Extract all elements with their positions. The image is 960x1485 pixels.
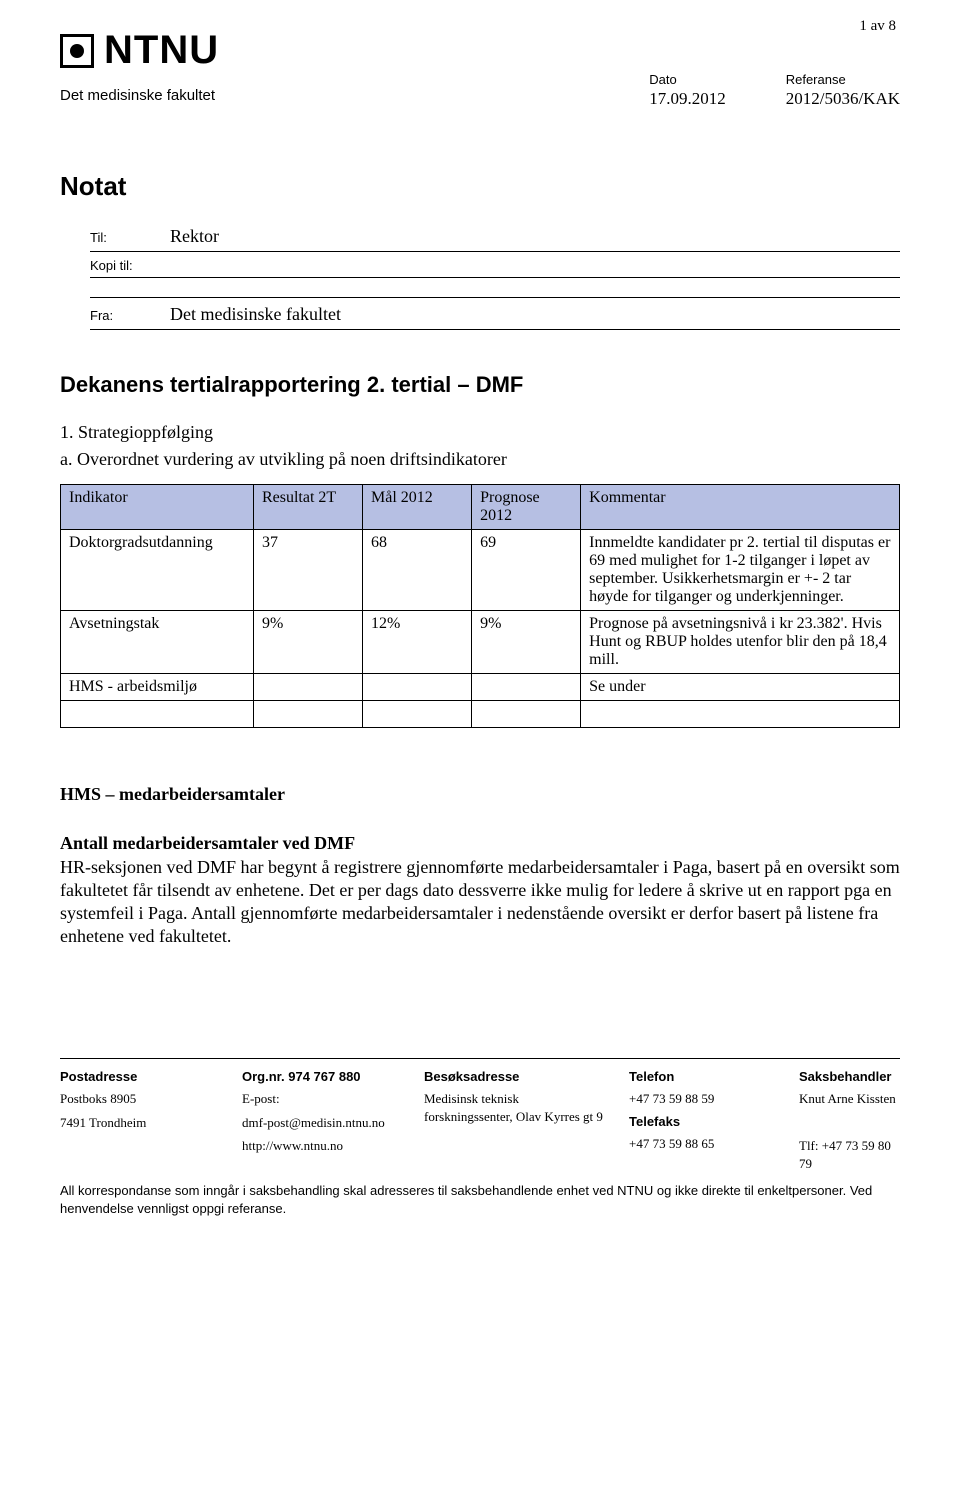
meta-spacer <box>90 278 900 298</box>
footer-line <box>799 1114 900 1132</box>
faculty-name: Det medisinske fakultet <box>60 87 219 104</box>
til-label: Til: <box>90 230 170 245</box>
footer-note: All korrespondanse som inngår i saksbeha… <box>60 1182 900 1217</box>
antall-heading: Antall medarbeidersamtaler ved DMF <box>60 833 900 854</box>
footer-line: Medisinsk teknisk forskningssenter, Olav… <box>424 1090 609 1125</box>
footer-head: Besøksadresse <box>424 1069 609 1084</box>
footer-head: Saksbehandler <box>799 1069 900 1084</box>
table-cell: HMS - arbeidsmiljø <box>61 674 254 701</box>
date-label: Dato <box>649 72 726 87</box>
fra-value: Det medisinske fakultet <box>170 304 341 325</box>
table-header-cell: Kommentar <box>581 485 900 530</box>
table-header-row: IndikatorResultat 2TMål 2012Prognose 201… <box>61 485 900 530</box>
table-cell: Avsetningstak <box>61 611 254 674</box>
ref-label: Referanse <box>786 72 900 87</box>
page-number: 1 av 8 <box>859 18 896 35</box>
table-cell <box>253 701 362 728</box>
notat-heading: Notat <box>60 171 900 202</box>
table-cell: Prognose på avsetningsnivå i kr 23.382'.… <box>581 611 900 674</box>
footer-head-2: Telefaks <box>629 1114 779 1129</box>
page: 1 av 8 NTNU Det medisinske fakultet Dato… <box>0 0 960 1237</box>
table-cell <box>61 701 254 728</box>
footer-line: dmf-post@medisin.ntnu.no <box>242 1114 404 1132</box>
table-cell: Innmeldte kandidater pr 2. tertial til d… <box>581 530 900 611</box>
section-1a-heading: a. Overordnet vurdering av utvikling på … <box>60 449 900 470</box>
table-cell: 68 <box>363 530 472 611</box>
table-header-cell: Prognose 2012 <box>472 485 581 530</box>
table-cell: Doktorgradsutdanning <box>61 530 254 611</box>
table-cell: 37 <box>253 530 362 611</box>
footer-head: Telefon <box>629 1069 779 1084</box>
meta-rows: Til: Rektor Kopi til: <box>90 220 900 278</box>
section-1-heading: 1. Strategioppfølging <box>60 422 900 443</box>
footer-head: Postadresse <box>60 1069 222 1084</box>
document-title: Dekanens tertialrapportering 2. tertial … <box>60 372 900 398</box>
table-cell <box>472 701 581 728</box>
footer-col-org: Org.nr. 974 767 880 E-post: dmf-post@med… <box>242 1069 404 1172</box>
meta-row-kopi: Kopi til: <box>90 252 900 278</box>
footer-col-telefon: Telefon +47 73 59 88 59 Telefaks +47 73 … <box>629 1069 779 1172</box>
footer-columns: Postadresse Postboks 8905 7491 Trondheim… <box>60 1069 900 1172</box>
date-ref-block: Dato 17.09.2012 Referanse 2012/5036/KAK <box>649 72 900 109</box>
footer-line: +47 73 59 88 59 <box>629 1090 779 1108</box>
footer-col-besok: Besøksadresse Medisinsk teknisk forsknin… <box>424 1069 609 1172</box>
logo: NTNU <box>60 28 219 73</box>
table-row: Avsetningstak9%12%9%Prognose på avsetnin… <box>61 611 900 674</box>
indicators-table: IndikatorResultat 2TMål 2012Prognose 201… <box>60 484 900 728</box>
ntnu-logo-icon <box>60 34 94 68</box>
table-cell: 12% <box>363 611 472 674</box>
date-value: 17.09.2012 <box>649 89 726 109</box>
table-header-cell: Indikator <box>61 485 254 530</box>
logo-faculty-block: NTNU Det medisinske fakultet <box>60 28 219 104</box>
header: NTNU Det medisinske fakultet Dato 17.09.… <box>60 28 900 109</box>
footer-col-postadresse: Postadresse Postboks 8905 7491 Trondheim <box>60 1069 222 1172</box>
kopi-label: Kopi til: <box>90 258 170 273</box>
hms-heading: HMS – medarbeidersamtaler <box>60 784 900 805</box>
fra-label: Fra: <box>90 308 170 323</box>
footer-line: Knut Arne Kissten <box>799 1090 900 1108</box>
table-cell <box>363 674 472 701</box>
table-cell: 9% <box>253 611 362 674</box>
meta-rows-2: Fra: Det medisinske fakultet <box>90 298 900 330</box>
til-value: Rektor <box>170 226 219 247</box>
table-cell <box>472 674 581 701</box>
meta-row-fra: Fra: Det medisinske fakultet <box>90 298 900 330</box>
logo-text: NTNU <box>104 28 219 73</box>
footer-head: Org.nr. 974 767 880 <box>242 1069 404 1084</box>
meta-row-til: Til: Rektor <box>90 220 900 252</box>
table-cell <box>253 674 362 701</box>
table-cell: 69 <box>472 530 581 611</box>
table-row: HMS - arbeidsmiljø Se under <box>61 674 900 701</box>
footer-line: 7491 Trondheim <box>60 1114 222 1132</box>
footer-line: Postboks 8905 <box>60 1090 222 1108</box>
table-body: Doktorgradsutdanning376869Innmeldte kand… <box>61 530 900 728</box>
footer-line: E-post: <box>242 1090 404 1108</box>
table-header-cell: Resultat 2T <box>253 485 362 530</box>
footer-col-saksbehandler: Saksbehandler Knut Arne Kissten Tlf: +47… <box>799 1069 900 1172</box>
table-head: IndikatorResultat 2TMål 2012Prognose 201… <box>61 485 900 530</box>
table-cell: Se under <box>581 674 900 701</box>
table-row: Doktorgradsutdanning376869Innmeldte kand… <box>61 530 900 611</box>
table-cell: 9% <box>472 611 581 674</box>
footer-line: http://www.ntnu.no <box>242 1137 404 1155</box>
table-cell <box>581 701 900 728</box>
date-col: Dato 17.09.2012 <box>649 72 726 109</box>
footer-line: Tlf: +47 73 59 80 79 <box>799 1137 900 1172</box>
table-cell <box>363 701 472 728</box>
ref-col: Referanse 2012/5036/KAK <box>786 72 900 109</box>
table-header-cell: Mål 2012 <box>363 485 472 530</box>
footer-line: +47 73 59 88 65 <box>629 1135 779 1153</box>
ref-value: 2012/5036/KAK <box>786 89 900 109</box>
table-row <box>61 701 900 728</box>
antall-body: HR-seksjonen ved DMF har begynt å regist… <box>60 856 900 948</box>
footer: Postadresse Postboks 8905 7491 Trondheim… <box>60 1058 900 1217</box>
